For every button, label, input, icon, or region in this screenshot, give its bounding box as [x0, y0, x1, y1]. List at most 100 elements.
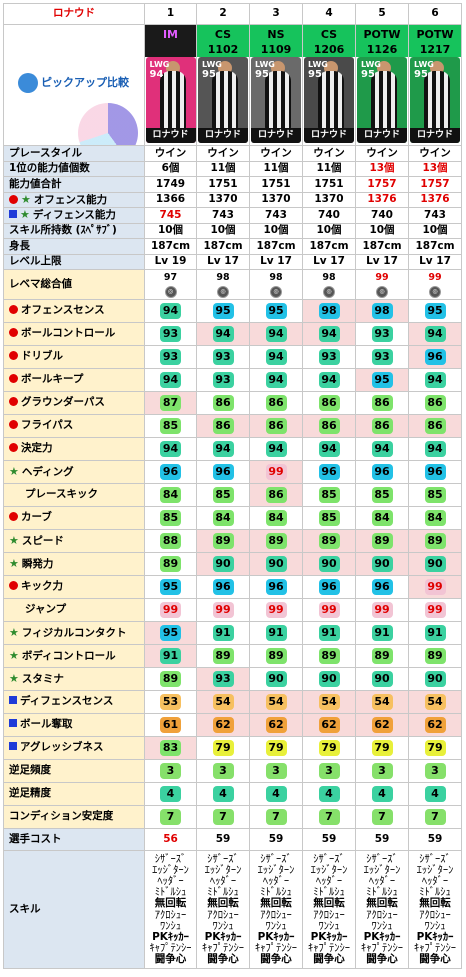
info-value: 10個: [408, 222, 462, 239]
card-id: 1102: [207, 43, 239, 56]
stat-value-badge: 98: [371, 303, 393, 319]
extra-value-badge: 4: [265, 786, 287, 802]
stat-value-badge: 86: [212, 418, 234, 434]
stat-cell: 89: [408, 529, 462, 553]
card-type: POTW: [363, 28, 401, 41]
stat-label-text: プレースキック: [25, 488, 98, 501]
info-label: スキル所持数 (ｽﾍﾟｻﾌﾞ): [3, 222, 145, 239]
stat-cell: 99: [302, 598, 356, 622]
card-cell[interactable]: POTW 1126 LWG 95 ロナウド: [355, 24, 409, 146]
stat-value-badge: 95: [160, 579, 181, 595]
stat-cell: 95: [144, 621, 197, 645]
column-number: 2: [196, 3, 250, 25]
skill-item: ﾐﾄﾞﾙｼｭ: [207, 886, 239, 899]
info-value: Lv 17: [355, 253, 409, 270]
stat-value-badge: 91: [265, 625, 287, 641]
card-cell[interactable]: NS 1109 LWG 95 ロナウド: [249, 24, 303, 146]
stat-value-badge: 93: [371, 326, 393, 342]
card-id: 1206: [313, 43, 345, 56]
stat-value-badge: 94: [265, 326, 287, 342]
info-label: ★ ディフェンス能力: [3, 207, 145, 224]
stat-cell: 94: [144, 368, 197, 392]
stat-value-badge: 83: [160, 740, 181, 756]
pickup-label-wrap[interactable]: ピックアップ比較: [18, 73, 129, 93]
stat-row: ★ スピード 88 89 89 89 89 89: [3, 529, 462, 553]
stat-value-badge: 62: [212, 717, 234, 733]
stat-cell: 90: [355, 667, 409, 691]
skill-item: ｷｬﾌﾟﾃﾝｼｰ: [361, 941, 403, 954]
stat-value-badge: 54: [318, 694, 340, 710]
comparison-table: ロナウド 1 2 3 4 5 6 ピックアップ比較 IM LWG 94 ロナウド CS 1102 LWG 95…: [3, 3, 462, 969]
stat-label-text: ボールコントロール: [21, 327, 116, 340]
lema-value: 99: [428, 271, 442, 283]
extra-value-badge: 7: [371, 809, 393, 825]
info-label-text: 身長: [9, 239, 30, 252]
stat-cell: 94: [144, 437, 197, 461]
card-cell[interactable]: CS 1102 LWG 95 ロナウド: [196, 24, 250, 146]
card-cell[interactable]: POTW 1217 LWG 95 ロナウド: [408, 24, 462, 146]
stat-cell: 85: [196, 483, 250, 507]
skill-item: ﾍｯﾀﾞｰ: [368, 875, 396, 888]
card-type-header: POTW 1217: [409, 25, 461, 57]
stat-label-text: スピード: [21, 534, 64, 547]
stat-cell: 89: [144, 667, 197, 691]
info-value: 187cm: [196, 238, 250, 255]
stat-value-badge: 93: [212, 671, 234, 687]
skill-item: ｼｻﾞｰｽﾞ: [313, 853, 345, 866]
column-number: 4: [302, 3, 356, 25]
stat-cell: 94: [249, 368, 303, 392]
card-position: LWG: [414, 60, 434, 69]
stat-row: ディフェンスセンス 53 54 54 54 54 54: [3, 690, 462, 714]
stat-value-badge: 54: [371, 694, 393, 710]
stat-cell: 54: [355, 690, 409, 714]
stat-cell: 93: [144, 322, 197, 346]
avatar-icon: [18, 73, 38, 93]
stat-label-text: フライパス: [21, 419, 74, 432]
extra-label: コンディション安定度: [3, 805, 145, 829]
red-dot-icon: [9, 512, 18, 522]
stat-cell: 96: [302, 575, 356, 599]
info-value: 1751: [302, 176, 356, 193]
info-value: 1370: [302, 191, 356, 208]
card-cell[interactable]: CS 1206 LWG 95 ロナウド: [302, 24, 356, 146]
stat-cell: 94: [144, 299, 197, 323]
card-cell[interactable]: IM LWG 94 ロナウド: [144, 24, 197, 146]
stat-cell: 99: [249, 598, 303, 622]
cost-value: 56: [144, 828, 197, 851]
coin-icon: ◎: [270, 285, 282, 298]
stat-value-badge: 53: [160, 694, 181, 710]
header-row: ロナウド 1 2 3 4 5 6: [3, 3, 462, 25]
info-label-text: レベル上限: [9, 255, 62, 268]
stat-value-badge: 90: [424, 556, 446, 572]
stat-value-badge: 86: [371, 395, 393, 411]
stat-value-badge: 89: [265, 648, 287, 664]
column-number: 1: [144, 3, 197, 25]
stat-value-badge: 89: [318, 648, 340, 664]
stat-value-badge: 94: [265, 441, 287, 457]
lema-cell: 99 ◎: [355, 269, 409, 300]
extra-value-badge: 3: [424, 763, 446, 779]
stat-value-badge: 89: [212, 648, 234, 664]
pickup-label: ピックアップ比較: [41, 76, 129, 89]
skill-item: ｴｯｼﾞﾀｰﾝ: [257, 864, 295, 877]
lema-cell: 98 ◎: [196, 269, 250, 300]
stat-label: オフェンスセンス: [3, 299, 145, 323]
stat-cell: 96: [196, 575, 250, 599]
card-id: 1109: [260, 43, 292, 56]
info-value: ウイン: [144, 145, 197, 162]
stat-cell: 62: [408, 713, 462, 737]
stat-value-badge: 90: [424, 671, 446, 687]
stat-value-badge: 95: [160, 625, 181, 641]
stat-label-text: キック力: [21, 580, 63, 593]
stat-cell: 93: [196, 368, 250, 392]
extra-value-badge: 4: [212, 786, 234, 802]
skill-item: ｼｻﾞｰｽﾞ: [260, 853, 292, 866]
info-value: ウイン: [355, 145, 409, 162]
stat-value-badge: 79: [424, 740, 446, 756]
coin-icon: ◎: [429, 285, 441, 298]
green-star-icon: ★: [20, 208, 30, 222]
green-star-icon: ★: [9, 556, 19, 570]
stat-value-badge: 94: [160, 303, 181, 319]
stat-cell: 99: [408, 598, 462, 622]
extra-cell: 4: [408, 782, 462, 806]
